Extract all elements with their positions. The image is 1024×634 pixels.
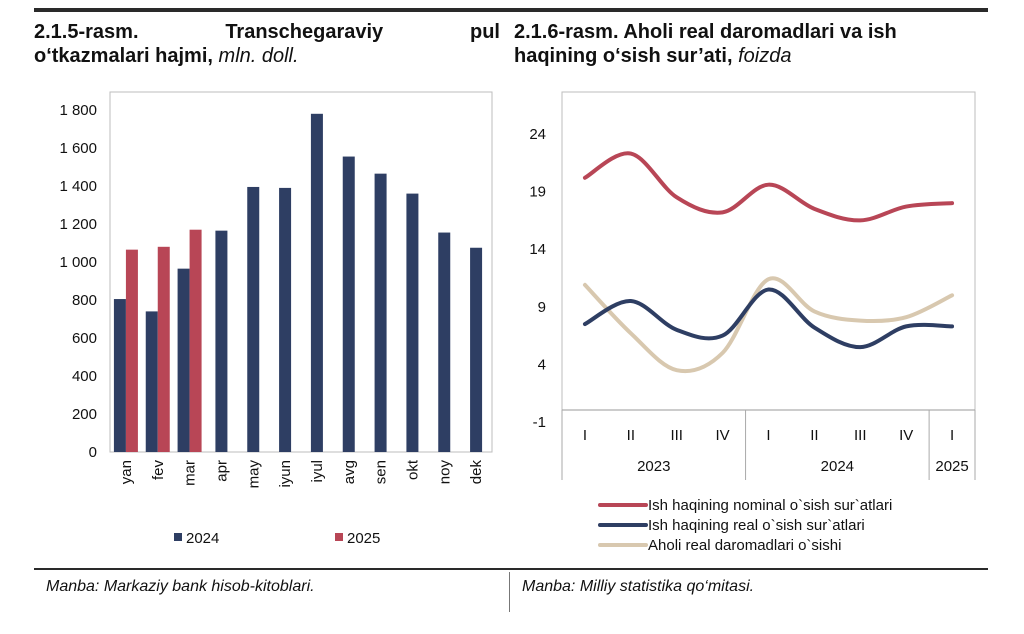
bar-x-tick-label: yan <box>118 460 135 484</box>
right-title-line-1: 2.1.6-rasm. Aholi real daromadlari va is… <box>514 21 897 43</box>
bar-x-tick-label: avg <box>341 460 358 484</box>
bar-2024-apr <box>215 230 228 452</box>
bar-x-tick-label: iyun <box>277 460 294 488</box>
line-y-tick-label: 19 <box>529 184 546 201</box>
bar-x-tick-label: okt <box>404 459 421 480</box>
legend-label-2024: 2024 <box>186 530 219 547</box>
line-plot-area <box>561 91 976 411</box>
line-x-tick-label: II <box>810 427 818 444</box>
line-x-tick-label: I <box>766 427 770 444</box>
line-y-tick-label: 14 <box>529 241 546 258</box>
legend-label-2025: 2025 <box>347 530 380 547</box>
line-y-tick-label: 4 <box>538 356 546 373</box>
bar-2024-dek <box>470 247 483 452</box>
bar-x-tick-label: sen <box>373 460 390 484</box>
line-x-tick-label: I <box>950 427 954 444</box>
line-x-group-label: 2023 <box>637 458 670 475</box>
bar-y-tick-label: 1 600 <box>59 140 97 157</box>
bar-2024-noy <box>438 232 451 452</box>
line-series-2 <box>582 276 955 373</box>
line-x-group-label: 2024 <box>821 458 854 475</box>
bar-x-tick-label: may <box>245 460 262 489</box>
bar-y-tick-label: 0 <box>89 444 97 461</box>
line-x-tick-label: IV <box>716 427 730 444</box>
bar-x-tick-label: apr <box>213 460 230 482</box>
left-title-part-2: Transchegaraviy <box>225 21 384 43</box>
line-x-tick-label: IV <box>899 427 913 444</box>
bar-2025-yan <box>125 249 138 452</box>
bar-2024-yan <box>113 299 126 452</box>
bar-2024-iyun <box>279 187 292 452</box>
bar-y-tick-label: 1 800 <box>59 102 97 119</box>
line-series-0 <box>582 151 955 223</box>
source-divider <box>509 572 510 612</box>
legend-label-series-0: Ish haqining nominal o`sish sur`atlari <box>648 497 892 514</box>
right-figure-title: 2.1.6-rasm. Aholi real daromadlari va is… <box>514 20 994 68</box>
legend-label-series-1: Ish haqining real o`sish sur`atlari <box>648 517 865 534</box>
bar-x-tick-label: dek <box>468 460 485 485</box>
bar-2024-avg <box>342 156 355 453</box>
bar-2024-mar <box>177 268 190 452</box>
left-figure-title: 2.1.5-rasm. Transchegaraviy pul o‘tkazma… <box>34 20 500 68</box>
bar-x-tick-label: iyul <box>309 460 326 483</box>
bar-y-tick-label: 800 <box>72 292 97 309</box>
line-x-tick-label: I <box>583 427 587 444</box>
bar-y-tick-label: 1 400 <box>59 178 97 195</box>
bar-2024-fev <box>145 311 158 452</box>
bar-y-tick-label: 600 <box>72 330 97 347</box>
bar-plot-area <box>109 91 493 453</box>
bar-x-tick-label: noy <box>436 460 453 485</box>
line-x-tick-label: II <box>627 427 635 444</box>
line-y-tick-label: 9 <box>538 299 546 316</box>
bar-2024-iyul <box>310 113 323 453</box>
bottom-rule <box>34 568 988 570</box>
legend-label-series-2: Aholi real daromadlari o`sishi <box>648 537 841 554</box>
right-source-note: Manba: Milliy statistika qo‘mitasi. <box>522 578 755 595</box>
legend-swatch-2024 <box>174 533 182 541</box>
line-x-group-label: 2025 <box>935 458 968 475</box>
legend-swatch-2025 <box>335 533 343 541</box>
left-title-part-3: pul <box>469 21 500 43</box>
right-title-unit: foizda <box>738 45 792 67</box>
bar-x-tick-label: fev <box>150 460 167 481</box>
line-y-tick-label: -1 <box>533 414 546 431</box>
left-title-unit: mln. doll. <box>218 45 299 67</box>
bar-2025-mar <box>189 229 202 452</box>
bar-2025-fev <box>157 246 170 452</box>
line-x-tick-label: III <box>854 427 867 444</box>
left-source-note: Manba: Markaziy bank hisob-kitoblari. <box>46 578 315 595</box>
bar-2024-okt <box>406 193 419 452</box>
bar-y-tick-label: 200 <box>72 406 97 423</box>
left-title-part-1: 2.1.5-rasm. <box>34 21 139 43</box>
bar-2024-sen <box>374 173 387 452</box>
left-title-line-2: o‘tkazmalari hajmi, <box>34 45 213 67</box>
line-y-tick-label: 24 <box>529 126 546 143</box>
right-title-line-2: haqining o‘sish sur’ati, <box>514 45 733 67</box>
bar-y-tick-label: 1 000 <box>59 254 97 271</box>
top-rule <box>34 8 988 12</box>
bar-2024-may <box>247 186 260 452</box>
bar-y-tick-label: 1 200 <box>59 216 97 233</box>
line-series-1 <box>582 287 955 350</box>
bar-y-tick-label: 400 <box>72 368 97 385</box>
line-x-tick-label: III <box>670 427 683 444</box>
bar-x-tick-label: mar <box>182 460 199 486</box>
